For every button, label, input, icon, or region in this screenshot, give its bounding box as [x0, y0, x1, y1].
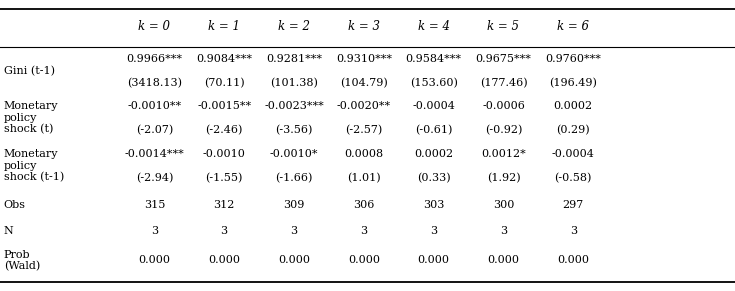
Text: 0.000: 0.000 — [278, 255, 310, 265]
Text: 309: 309 — [283, 200, 305, 210]
Text: 3: 3 — [500, 226, 507, 236]
Text: (-2.46): (-2.46) — [206, 125, 243, 135]
Text: Monetary: Monetary — [4, 101, 58, 111]
Text: 297: 297 — [563, 200, 584, 210]
Text: 0.000: 0.000 — [208, 255, 240, 265]
Text: (196.49): (196.49) — [549, 78, 598, 89]
Text: 303: 303 — [423, 200, 445, 210]
Text: (-2.57): (-2.57) — [345, 125, 382, 135]
Text: Prob: Prob — [4, 250, 30, 260]
Text: 3: 3 — [430, 226, 437, 236]
Text: 0.9310***: 0.9310*** — [336, 54, 392, 64]
Text: -0.0004: -0.0004 — [552, 149, 595, 159]
Text: k = 4: k = 4 — [417, 20, 450, 33]
Text: 0.9966***: 0.9966*** — [126, 54, 182, 64]
Text: k = 6: k = 6 — [557, 20, 589, 33]
Text: 0.9281***: 0.9281*** — [266, 54, 322, 64]
Text: N: N — [4, 226, 13, 236]
Text: -0.0010: -0.0010 — [203, 149, 245, 159]
Text: k = 0: k = 0 — [138, 20, 171, 33]
Text: (104.79): (104.79) — [340, 78, 387, 89]
Text: 315: 315 — [143, 200, 165, 210]
Text: 0.0002: 0.0002 — [414, 149, 453, 159]
Text: 3: 3 — [151, 226, 158, 236]
Text: shock (t): shock (t) — [4, 124, 53, 135]
Text: 0.000: 0.000 — [348, 255, 380, 265]
Text: (1.01): (1.01) — [347, 173, 381, 183]
Text: (-0.92): (-0.92) — [485, 125, 522, 135]
Text: -0.0010*: -0.0010* — [270, 149, 318, 159]
Text: 3: 3 — [220, 226, 228, 236]
Text: (-2.94): (-2.94) — [136, 173, 173, 183]
Text: (101.38): (101.38) — [270, 78, 318, 89]
Text: 0.9675***: 0.9675*** — [476, 54, 531, 64]
Text: policy: policy — [4, 113, 37, 123]
Text: -0.0006: -0.0006 — [482, 101, 525, 111]
Text: -0.0020**: -0.0020** — [337, 101, 391, 111]
Text: 3: 3 — [290, 226, 298, 236]
Text: 0.000: 0.000 — [138, 255, 171, 265]
Text: 0.000: 0.000 — [417, 255, 450, 265]
Text: k = 5: k = 5 — [487, 20, 520, 33]
Text: 0.000: 0.000 — [487, 255, 520, 265]
Text: policy: policy — [4, 161, 37, 171]
Text: -0.0014***: -0.0014*** — [124, 149, 184, 159]
Text: 0.9760***: 0.9760*** — [545, 54, 601, 64]
Text: 0.9584***: 0.9584*** — [406, 54, 462, 64]
Text: (153.60): (153.60) — [409, 78, 458, 89]
Text: shock (t-1): shock (t-1) — [4, 172, 64, 183]
Text: 3: 3 — [570, 226, 577, 236]
Text: (1.92): (1.92) — [487, 173, 520, 183]
Text: Monetary: Monetary — [4, 149, 58, 159]
Text: 312: 312 — [213, 200, 235, 210]
Text: (177.46): (177.46) — [480, 78, 527, 89]
Text: (-3.56): (-3.56) — [276, 125, 312, 135]
Text: (-0.58): (-0.58) — [555, 173, 592, 183]
Text: 306: 306 — [353, 200, 375, 210]
Text: 0.0008: 0.0008 — [344, 149, 384, 159]
Text: (70.11): (70.11) — [204, 78, 245, 89]
Text: -0.0010**: -0.0010** — [127, 101, 182, 111]
Text: -0.0004: -0.0004 — [412, 101, 455, 111]
Text: 0.000: 0.000 — [557, 255, 589, 265]
Text: Obs: Obs — [4, 200, 26, 210]
Text: k = 3: k = 3 — [348, 20, 380, 33]
Text: (Wald): (Wald) — [4, 261, 40, 272]
Text: k = 2: k = 2 — [278, 20, 310, 33]
Text: Gini (t-1): Gini (t-1) — [4, 66, 54, 77]
Text: 0.0002: 0.0002 — [553, 101, 593, 111]
Text: 0.9084***: 0.9084*** — [196, 54, 252, 64]
Text: k = 1: k = 1 — [208, 20, 240, 33]
Text: (-1.55): (-1.55) — [206, 173, 243, 183]
Text: 3: 3 — [360, 226, 368, 236]
Text: -0.0015**: -0.0015** — [197, 101, 251, 111]
Text: (0.29): (0.29) — [556, 125, 590, 135]
Text: (-1.66): (-1.66) — [276, 173, 312, 183]
Text: (-2.07): (-2.07) — [136, 125, 173, 135]
Text: (-0.61): (-0.61) — [415, 125, 452, 135]
Text: (0.33): (0.33) — [417, 173, 451, 183]
Text: 300: 300 — [492, 200, 514, 210]
Text: 0.0012*: 0.0012* — [481, 149, 526, 159]
Text: -0.0023***: -0.0023*** — [264, 101, 324, 111]
Text: (3418.13): (3418.13) — [127, 78, 182, 89]
